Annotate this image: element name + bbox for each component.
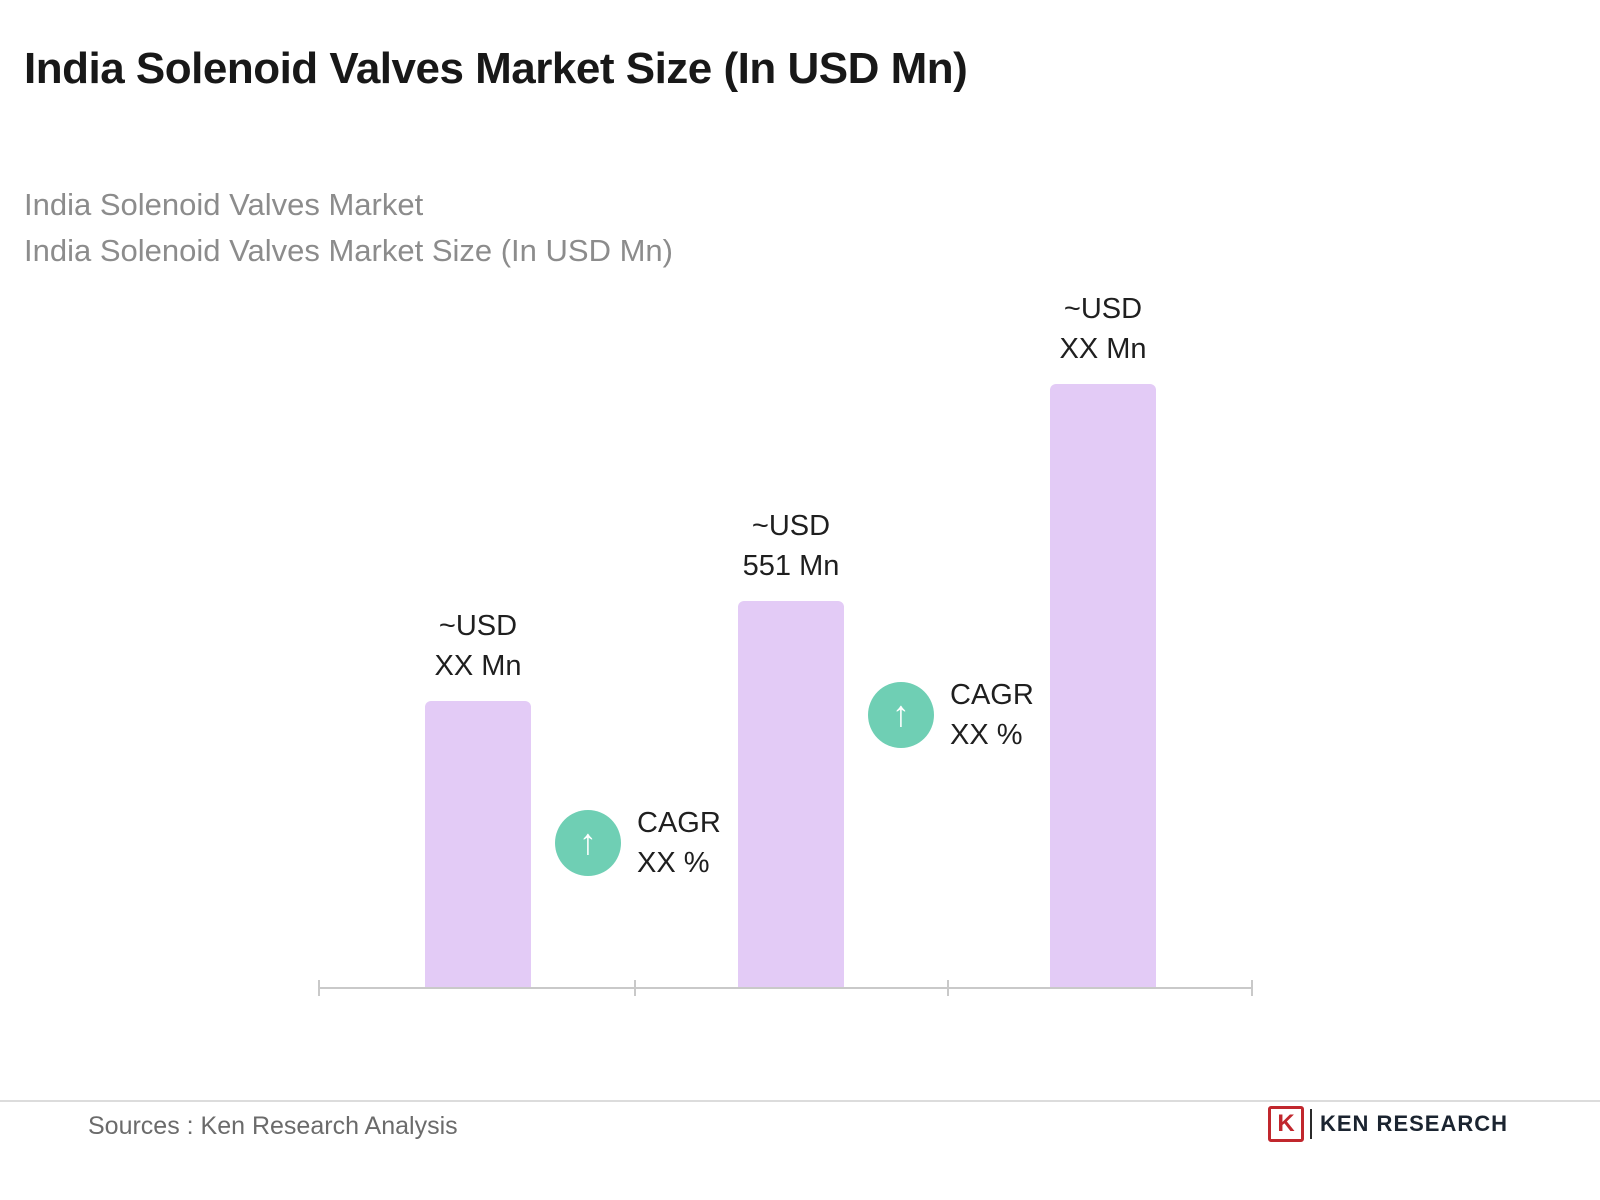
page-title: India Solenoid Valves Market Size (In US… [24, 44, 968, 93]
source-text: Sources : Ken Research Analysis [88, 1112, 458, 1140]
bar-value-label: ~USD XX Mn [434, 610, 522, 682]
ken-research-logo-icon: K [1268, 1106, 1304, 1142]
chart-subtitle-line1: India Solenoid Valves Market [24, 187, 424, 222]
cagr-annotation: ↑ CAGR XX % [555, 803, 721, 883]
up-arrow-icon: ↑ [579, 821, 597, 862]
cagr-circle: ↑ [555, 810, 621, 876]
cagr-annotation: ↑ CAGR XX % [868, 675, 1034, 755]
logo-separator [1310, 1109, 1312, 1139]
cagr-text: CAGR XX % [637, 807, 721, 879]
footer-divider [0, 1100, 1600, 1102]
cagr-text: CAGR XX % [950, 679, 1034, 751]
chart-subtitle: India Solenoid Valves Market India Solen… [24, 182, 673, 274]
x-axis-tick [1251, 980, 1253, 996]
bar-value-label: ~USD 551 Mn [742, 510, 840, 582]
bar [425, 701, 531, 988]
up-arrow-icon: ↑ [892, 693, 910, 734]
x-axis-line [318, 987, 1253, 989]
bar [738, 601, 844, 988]
bar-value-label: ~USD XX Mn [1059, 293, 1147, 365]
bar [1050, 384, 1156, 988]
x-axis-tick [947, 980, 949, 996]
x-axis-tick [318, 980, 320, 996]
chart-subtitle-line2: India Solenoid Valves Market Size (In US… [24, 233, 673, 268]
brand-name: KEN RESEARCH [1320, 1111, 1509, 1136]
x-axis-tick [634, 980, 636, 996]
cagr-circle: ↑ [868, 682, 934, 748]
ken-research-logo: K KEN RESEARCH [1268, 1106, 1508, 1142]
